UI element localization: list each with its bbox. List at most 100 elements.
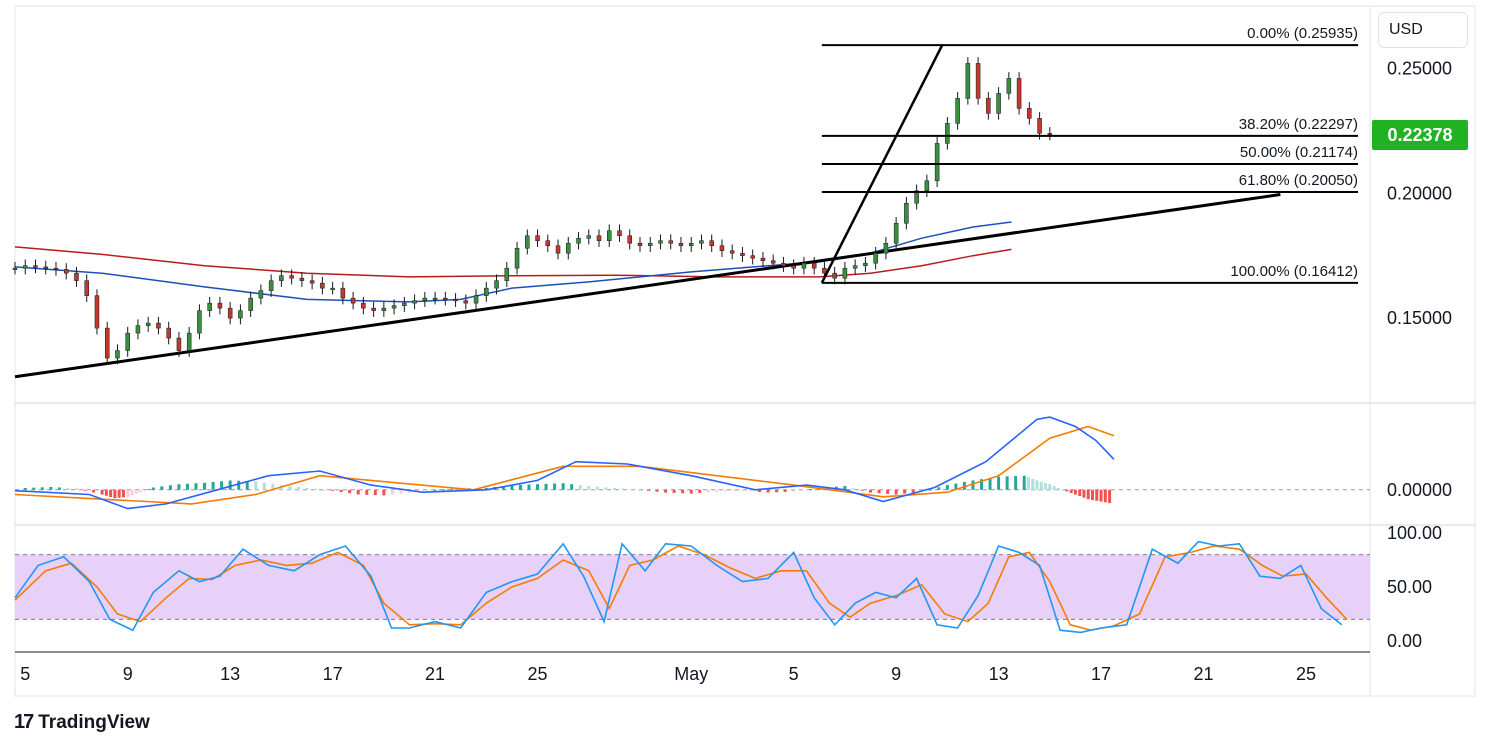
currency-selector[interactable]: USD	[1378, 12, 1468, 48]
candle-body	[350, 297, 356, 304]
candle-body	[43, 266, 48, 269]
candle-body	[156, 322, 161, 329]
price-axis-tick: 0.15000	[1387, 308, 1452, 328]
time-axis-tick: 17	[323, 664, 343, 684]
candle-body	[719, 245, 725, 251]
macd-histogram-bar	[322, 489, 326, 491]
candle-body	[801, 262, 807, 269]
macd-histogram-bar	[911, 489, 915, 493]
candle-body	[678, 242, 684, 246]
candle-body	[863, 262, 868, 266]
macd-histogram-bar	[937, 487, 941, 490]
macd-histogram-bar	[57, 487, 61, 490]
time-axis-tick: 25	[1296, 664, 1316, 684]
macd-histogram-bar	[40, 487, 44, 490]
time-axis-tick: 5	[789, 664, 799, 684]
candle-body	[996, 93, 1001, 114]
candle-body	[84, 280, 89, 296]
macd-histogram-bar	[1052, 486, 1056, 490]
macd-histogram-bar	[894, 489, 898, 495]
candle-body	[904, 203, 909, 224]
macd-histogram-bar	[1044, 482, 1048, 490]
macd-histogram-bar	[1022, 475, 1026, 490]
macd-histogram-bar	[775, 489, 779, 493]
time-axis-tick: 21	[425, 664, 445, 684]
candle-body	[1037, 118, 1042, 134]
macd-histogram-bar	[869, 489, 873, 493]
tradingview-brand[interactable]: 17 TradingView	[14, 711, 150, 734]
macd-histogram-bar	[331, 489, 335, 491]
macd-histogram-bar	[792, 489, 796, 492]
macd-histogram-bar	[501, 486, 505, 490]
macd-histogram-bar	[1073, 489, 1077, 495]
candle-body	[227, 307, 233, 319]
macd-histogram-bar	[826, 487, 830, 490]
tradingview-logo-icon: 17	[14, 711, 34, 733]
candle-body	[381, 307, 387, 311]
fib-level-label: 0.00% (0.25935)	[1247, 25, 1358, 42]
candle-body	[832, 272, 837, 279]
stoch-k-line	[14, 540, 1343, 634]
macd-histogram-bar	[83, 489, 87, 491]
macd-histogram-bar	[715, 489, 719, 492]
macd-histogram-bar	[1048, 484, 1052, 490]
candle-body	[115, 350, 120, 359]
macd-histogram-bar	[262, 482, 266, 490]
macd-histogram-bar	[416, 489, 420, 492]
candle-body	[238, 310, 243, 319]
stoch-band-fill	[15, 554, 1370, 620]
candle-body	[883, 242, 889, 254]
macd-histogram-bar	[49, 486, 53, 490]
macd-histogram-bar	[32, 487, 36, 490]
time-axis-tick: 5	[20, 664, 30, 684]
macd-histogram-bar	[706, 489, 710, 493]
time-axis-tick: 13	[989, 664, 1009, 684]
candle-body	[842, 267, 848, 279]
chart-frame	[14, 5, 1476, 697]
candle-body	[125, 332, 130, 351]
macd-histogram-bar	[561, 483, 565, 490]
candle-body	[822, 267, 827, 274]
macd-histogram-bar	[980, 479, 984, 490]
candle-body	[647, 242, 653, 246]
macd-histogram-bar	[783, 489, 787, 492]
macd-line	[14, 416, 1115, 510]
candle-body	[955, 98, 960, 124]
candle-body	[504, 267, 510, 281]
macd-histogram-bar	[160, 486, 164, 490]
candle-body	[63, 269, 69, 274]
stoch-axis-tick: 100.00	[1387, 523, 1442, 543]
candle-body	[145, 322, 151, 326]
macd-histogram-bar	[314, 488, 318, 490]
candle-body	[852, 265, 858, 269]
macd-histogram-bar	[647, 489, 651, 491]
candle-body	[637, 242, 643, 246]
macd-histogram-bar	[1069, 489, 1073, 493]
fib-level-label: 61.80% (0.20050)	[1239, 172, 1358, 189]
time-axis-tick: 9	[123, 664, 133, 684]
price-pane: 0.00% (0.25935) 38.20% (0.22297) 50.00% (0…	[12, 25, 1452, 379]
time-axis-tick: 9	[891, 664, 901, 684]
macd-histogram-bar	[928, 489, 932, 491]
macd-histogram-bar	[433, 489, 437, 491]
macd-histogram-bar	[365, 489, 369, 495]
candle-body	[914, 190, 919, 204]
macd-histogram-bar	[425, 489, 429, 491]
time-axis: 5 9 13 17 21 25 May 5 9 13 17 21 25	[20, 664, 1316, 684]
macd-histogram-bar	[587, 486, 591, 490]
macd-histogram-bar	[1065, 489, 1069, 492]
ascending-trendline	[14, 193, 1281, 379]
candle-body	[760, 257, 766, 261]
macd-histogram-bar	[220, 481, 224, 490]
macd-histogram-bar	[296, 486, 300, 490]
candle-body	[791, 265, 796, 269]
fib-level-label: 50.00% (0.21174)	[1240, 144, 1358, 161]
time-axis-tick: 17	[1091, 664, 1111, 684]
macd-pane: 0.00000	[14, 416, 1452, 510]
macd-histogram-bar	[570, 484, 574, 490]
candle-body	[279, 275, 284, 281]
candle-body	[596, 235, 602, 241]
macd-histogram-bar	[288, 486, 292, 490]
candle-body	[412, 300, 417, 304]
